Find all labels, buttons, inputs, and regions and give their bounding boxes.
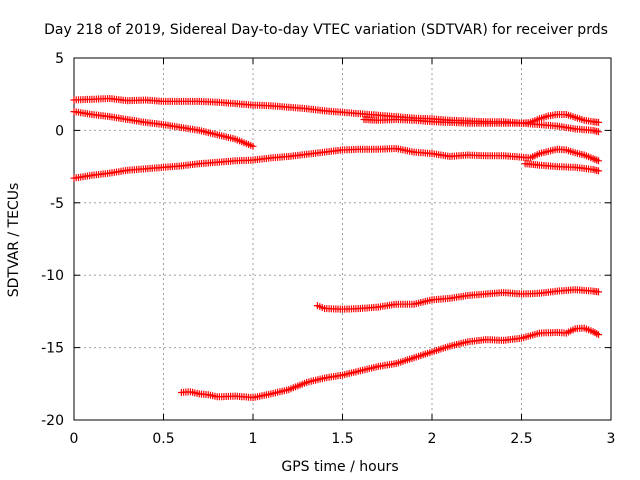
series-arc-4 [70, 145, 602, 182]
x-tick-label: 2 [428, 431, 437, 447]
x-axis-title: GPS time / hours [281, 459, 398, 475]
y-tick-label: -20 [41, 413, 64, 429]
series-arc-5 [521, 160, 602, 175]
series-arc-2 [360, 111, 602, 127]
y-axis-title: SDTVAR / TECUs [6, 183, 22, 298]
x-tick-label: 0 [70, 431, 79, 447]
series-arc-1 [70, 95, 602, 136]
y-tick-label: 5 [55, 51, 64, 67]
series-arc-7 [177, 324, 602, 402]
series-arc-3 [70, 108, 257, 150]
y-tick-label: 0 [55, 123, 64, 139]
data-series [70, 95, 602, 402]
plus-markers [360, 111, 602, 127]
y-tick-label: -10 [41, 268, 64, 284]
plus-markers [313, 286, 602, 313]
y-tick-label: -5 [50, 196, 64, 212]
plus-markers [177, 324, 602, 402]
x-tick-label: 3 [607, 431, 616, 447]
chart-title: Day 218 of 2019, Sidereal Day-to-day VTE… [44, 22, 608, 38]
plus-markers [521, 160, 602, 175]
x-tick-label: 1.5 [331, 431, 353, 447]
y-tick-label: -15 [41, 341, 64, 357]
x-tick-label: 0.5 [152, 431, 174, 447]
x-tick-label: 2.5 [510, 431, 532, 447]
axis-ticks [73, 57, 612, 421]
series-arc-6 [313, 286, 602, 313]
plus-markers [70, 145, 602, 182]
plus-markers [70, 108, 257, 150]
plus-markers [70, 95, 602, 136]
x-tick-label: 1 [249, 431, 258, 447]
